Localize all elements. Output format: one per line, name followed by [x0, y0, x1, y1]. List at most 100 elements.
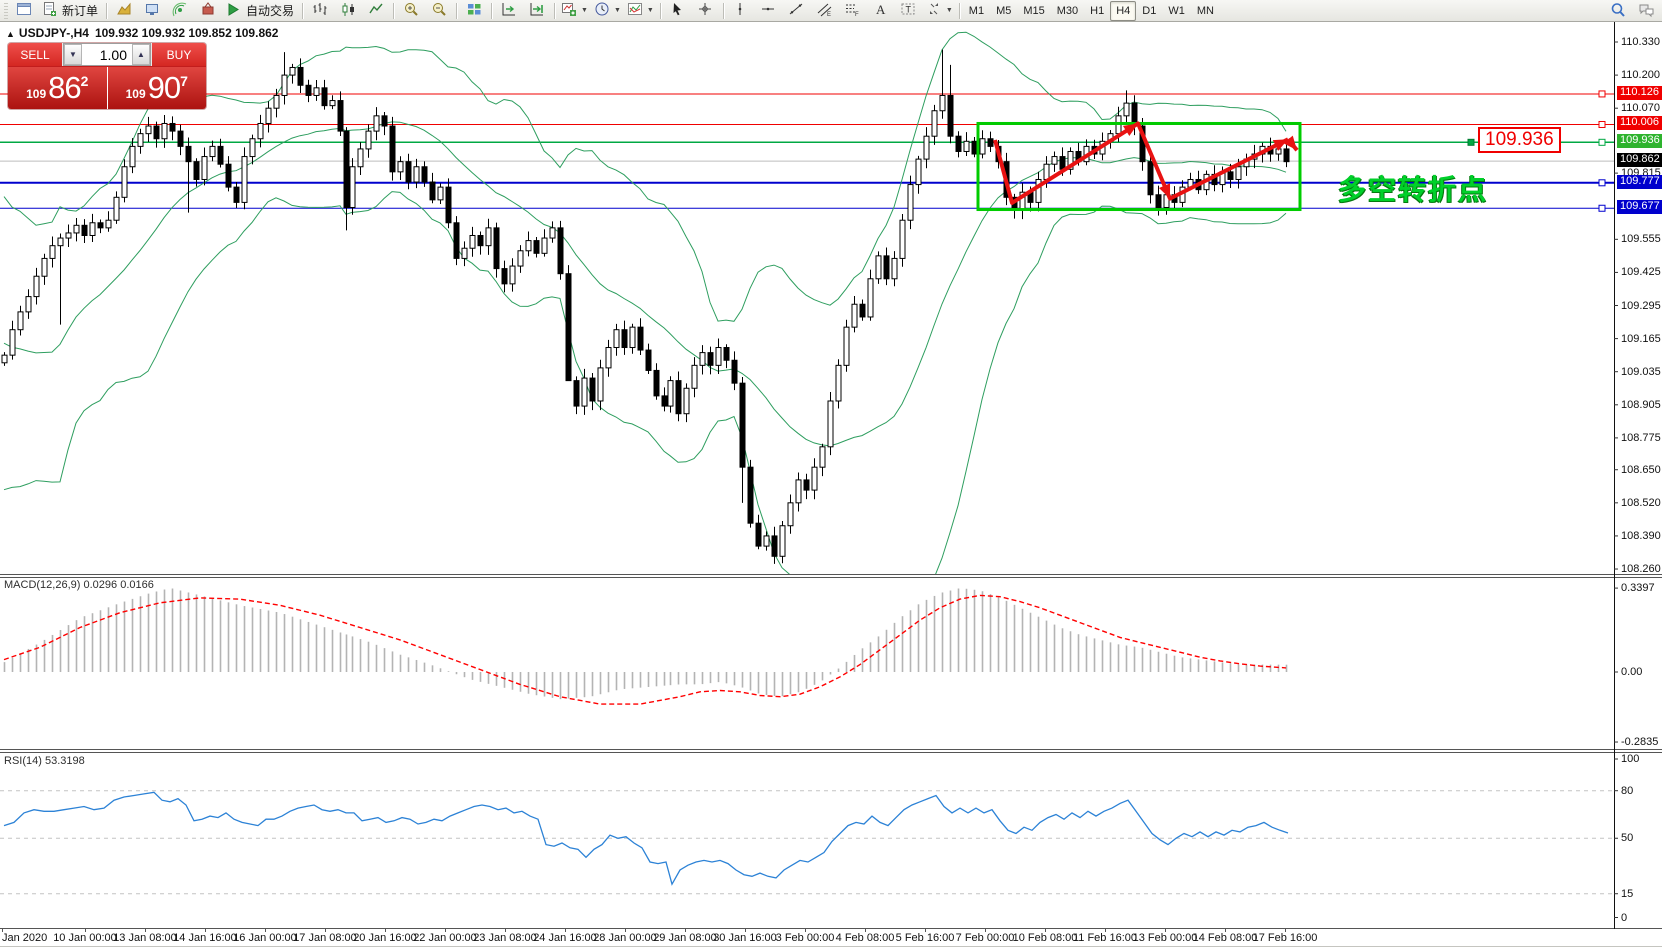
panel-expander-icon[interactable]: ▲ — [6, 29, 15, 39]
market-icon — [200, 1, 217, 21]
zoom-in-icon — [403, 1, 420, 21]
time-axis-label: 4 Feb 08:00 — [835, 932, 895, 944]
price-axis-tag: 109.936 — [1617, 134, 1662, 149]
one-click-trading-panel: SELL ▼ 1.00 ▲ BUY 109 86 2 109 90 7 — [8, 43, 206, 109]
price-axis-tick-label: 109.035 — [1621, 365, 1661, 378]
price-axis-tick-label: 108.775 — [1621, 431, 1661, 444]
autotrading-button[interactable]: 自动交易 — [222, 0, 299, 22]
price-axis-tick-label: 108.390 — [1621, 529, 1661, 542]
timeframe-button-m30[interactable]: M30 — [1056, 4, 1079, 17]
price-axis-tick-label: 110.200 — [1621, 69, 1660, 82]
volume-decrease-button[interactable]: ▼ — [64, 44, 82, 65]
fibo-icon: F — [844, 1, 861, 21]
chat-button[interactable] — [1632, 0, 1660, 22]
time-axis-label: 24 Jan 16:00 — [533, 932, 597, 944]
toolbar-separator — [106, 2, 108, 19]
text-label-icon: T — [900, 1, 917, 21]
equidistant-channel-tool[interactable]: E — [811, 0, 839, 22]
macd-indicator-label: MACD(12,26,9) 0.0296 0.0166 — [4, 579, 154, 591]
indicators-button[interactable]: ▼ — [624, 0, 657, 22]
period-profiles-button[interactable]: ▼ — [591, 0, 624, 22]
profiles-icon[interactable] — [110, 0, 138, 22]
time-axis-label: 17 Jan 08:00 — [293, 932, 357, 944]
chart-shift-button[interactable] — [523, 0, 551, 22]
signals-icon[interactable] — [166, 0, 194, 22]
chart-window-icon[interactable] — [10, 0, 38, 22]
vertical-line-tool[interactable] — [727, 0, 755, 22]
time-axis-label: 16 Jan 00:00 — [233, 932, 297, 944]
dropdown-caret-icon: ▼ — [945, 7, 953, 14]
trendline-icon — [788, 1, 805, 21]
timeframe-button-d1[interactable]: D1 — [1142, 4, 1157, 17]
bar-chart-button[interactable] — [306, 0, 334, 22]
toolbar-separator — [722, 2, 724, 19]
line-chart-button[interactable] — [362, 0, 390, 22]
search-button[interactable] — [1604, 0, 1632, 22]
dropdown-caret-icon: ▼ — [646, 7, 654, 14]
time-axis-label: 20 Jan 16:00 — [353, 932, 417, 944]
text-label-tool[interactable]: T — [895, 0, 923, 22]
linechart-icon — [368, 1, 385, 21]
tile-windows-button[interactable] — [460, 0, 488, 22]
toolbar-separator — [302, 2, 304, 19]
timeframe-button-m1[interactable]: M1 — [968, 4, 985, 17]
chart-yellow-icon — [116, 1, 133, 21]
price-axis-tick-label: 108.520 — [1621, 496, 1661, 509]
toolbar-button-label: 新订单 — [62, 4, 99, 18]
crosshair-tool-button[interactable] — [692, 0, 720, 22]
chinese-annotation-text[interactable]: 多空转折点 — [1338, 174, 1489, 205]
timeframe-button-h4[interactable]: H4 — [1110, 0, 1137, 21]
timeframe-button-m15[interactable]: M15 — [1023, 4, 1045, 17]
sell-price-big: 86 — [48, 70, 81, 105]
cursor-icon — [669, 1, 686, 21]
dropdown-caret-icon: ▼ — [613, 7, 621, 14]
sell-price-pip: 2 — [80, 73, 89, 89]
price-axis-tag: 110.126 — [1617, 85, 1662, 100]
timeframe-button-mn[interactable]: MN — [1196, 4, 1214, 17]
timeframe-button-w1[interactable]: W1 — [1168, 4, 1185, 17]
volume-input[interactable]: 1.00 — [99, 46, 127, 63]
time-axis-label: 23 Jan 08:00 — [473, 932, 537, 944]
auto-scroll-button[interactable] — [495, 0, 523, 22]
time-axis-label: 3 Feb 00:00 — [775, 932, 835, 944]
dropdown-caret-icon: ▼ — [581, 7, 588, 14]
cursor-tool-button[interactable] — [664, 0, 692, 22]
price-axis-tick-label: 109.165 — [1621, 332, 1661, 345]
market-icon[interactable] — [194, 0, 222, 22]
candles-icon — [340, 1, 357, 21]
rsi-axis-label: 50 — [1621, 832, 1634, 845]
fibonacci-tool[interactable]: F — [839, 0, 867, 22]
sell-price-display[interactable]: 109 86 2 — [8, 67, 107, 109]
zoom-out-button[interactable] — [425, 0, 453, 22]
new-chart-button[interactable]: ▼ — [558, 0, 591, 22]
zoom-in-button[interactable] — [397, 0, 425, 22]
doc-plus-icon — [41, 1, 58, 21]
buy-price-display[interactable]: 109 90 7 — [107, 67, 206, 109]
new-chart-icon — [561, 1, 578, 21]
text-tool[interactable]: A — [867, 0, 895, 22]
terminal-icon[interactable] — [138, 0, 166, 22]
toolbar-button-label: 自动交易 — [246, 4, 295, 18]
sell-button[interactable]: SELL — [8, 43, 62, 66]
price-axis-tag: 109.677 — [1617, 200, 1662, 215]
ohlc-bars-icon — [312, 1, 329, 21]
price-callout-label[interactable]: 109.936 — [1478, 127, 1561, 153]
autoscroll-icon — [501, 1, 518, 21]
arrows-tool[interactable]: ▼ — [923, 0, 956, 22]
macd-axis-label: 0.3397 — [1621, 582, 1655, 595]
trendline-tool[interactable] — [783, 0, 811, 22]
timeframe-button-h1[interactable]: H1 — [1090, 4, 1105, 17]
horizontal-line-tool[interactable] — [755, 0, 783, 22]
buy-button[interactable]: BUY — [152, 43, 206, 66]
zoom-out-icon — [431, 1, 448, 21]
volume-increase-button[interactable]: ▲ — [132, 44, 150, 65]
price-axis-tick-label: 109.555 — [1621, 233, 1661, 246]
new-order-button[interactable]: 新订单 — [38, 0, 103, 22]
buy-price-big: 90 — [147, 70, 181, 105]
candlestick-chart-button[interactable] — [334, 0, 362, 22]
price-axis-tick-label: 110.070 — [1621, 102, 1660, 115]
time-axis-label: 30 Jan 16:00 — [713, 932, 777, 944]
timeframe-button-m5[interactable]: M5 — [996, 4, 1012, 17]
